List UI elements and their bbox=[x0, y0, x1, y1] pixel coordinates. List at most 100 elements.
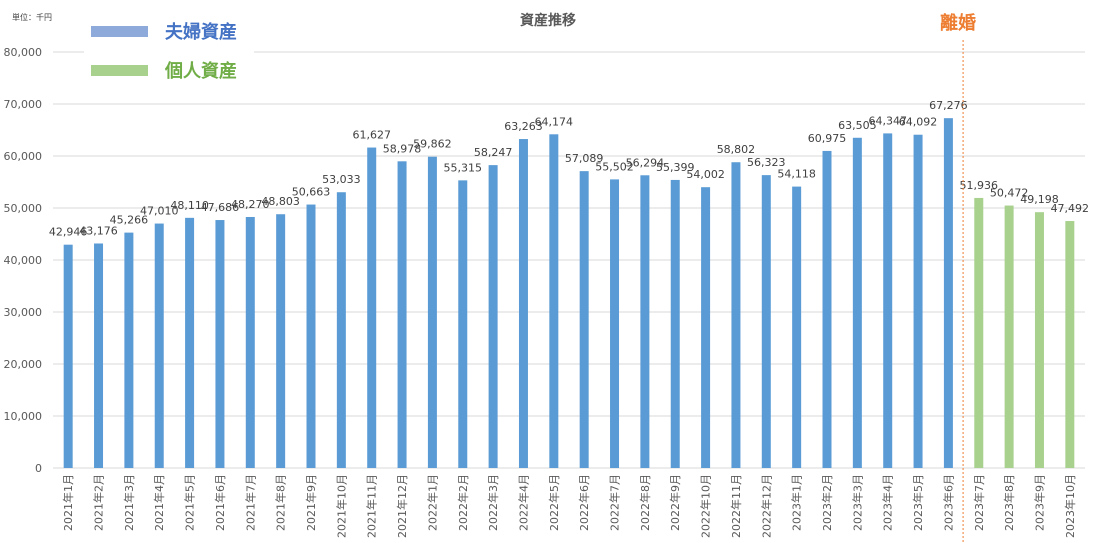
bar bbox=[276, 214, 286, 468]
chart-title-text: 資産推移 bbox=[520, 13, 576, 29]
x-tick-label: 2021年5月 bbox=[183, 474, 197, 531]
y-tick-label: 20,000 bbox=[4, 358, 43, 371]
data-label: 50,472 bbox=[990, 187, 1029, 200]
bar bbox=[458, 180, 468, 468]
data-label: 56,294 bbox=[626, 156, 665, 169]
x-tick-label: 2022年10月 bbox=[699, 474, 713, 538]
x-tick-label: 2022年1月 bbox=[425, 474, 439, 531]
legend-label-couple: 夫婦資産 bbox=[165, 22, 237, 43]
bar bbox=[1034, 212, 1044, 468]
legend-item-couple: 夫婦資産 bbox=[91, 18, 237, 44]
data-label: 57,089 bbox=[565, 152, 604, 165]
x-tick-label: 2021年2月 bbox=[92, 474, 106, 531]
data-label: 54,118 bbox=[777, 168, 816, 181]
chart-title: 資産推移 bbox=[0, 10, 1096, 30]
x-tick-label: 2022年2月 bbox=[456, 474, 470, 531]
x-tick-label: 2023年10月 bbox=[1063, 474, 1077, 538]
data-label: 64,092 bbox=[899, 116, 938, 129]
y-tick-label: 10,000 bbox=[4, 410, 43, 423]
legend: 夫婦資産 個人資産 bbox=[84, 14, 254, 84]
x-tick-label: 2022年11月 bbox=[729, 474, 743, 538]
data-label: 48,270 bbox=[231, 198, 270, 211]
data-label: 49,198 bbox=[1020, 193, 1059, 206]
bar bbox=[336, 192, 346, 468]
x-tick-label: 2022年7月 bbox=[608, 474, 622, 531]
bar bbox=[154, 223, 164, 468]
x-tick-label: 2021年4月 bbox=[152, 474, 166, 531]
bar bbox=[640, 175, 650, 469]
data-label: 55,502 bbox=[595, 160, 634, 173]
bar bbox=[883, 133, 893, 468]
data-label: 63,263 bbox=[504, 120, 543, 133]
bar bbox=[943, 118, 953, 469]
bar bbox=[852, 137, 862, 469]
x-tick-label: 2021年8月 bbox=[274, 474, 288, 531]
legend-swatch-couple bbox=[91, 25, 148, 37]
bar bbox=[1065, 221, 1075, 468]
x-tick-label: 2023年6月 bbox=[941, 474, 955, 531]
y-tick-label: 80,000 bbox=[4, 46, 43, 59]
x-tick-label: 2023年8月 bbox=[1002, 474, 1016, 531]
x-tick-label: 2022年5月 bbox=[547, 474, 561, 531]
data-label: 58,247 bbox=[474, 146, 513, 159]
bar bbox=[549, 134, 559, 468]
x-tick-label: 2023年4月 bbox=[881, 474, 895, 531]
x-tick-label: 2023年5月 bbox=[911, 474, 925, 531]
y-tick-label: 60,000 bbox=[4, 150, 43, 163]
x-tick-label: 2022年12月 bbox=[759, 474, 773, 538]
x-tick-label: 2023年3月 bbox=[850, 474, 864, 531]
data-label: 67,276 bbox=[929, 99, 968, 112]
bar bbox=[610, 179, 620, 469]
data-label: 45,266 bbox=[110, 214, 149, 227]
bar bbox=[974, 197, 984, 468]
data-label: 58,978 bbox=[383, 142, 422, 155]
y-tick-label: 50,000 bbox=[4, 202, 43, 215]
bar bbox=[1004, 205, 1014, 468]
data-label: 58,802 bbox=[717, 143, 756, 156]
x-tick-label: 2021年3月 bbox=[122, 474, 136, 531]
bar bbox=[397, 161, 407, 469]
bar bbox=[670, 179, 680, 468]
data-label: 43,176 bbox=[79, 224, 118, 237]
unit-label: 単位：千円 bbox=[12, 13, 52, 22]
data-label: 55,315 bbox=[444, 161, 483, 174]
bar bbox=[792, 186, 802, 468]
x-tick-label: 2021年1月 bbox=[61, 474, 75, 531]
y-tick-label: 30,000 bbox=[4, 306, 43, 319]
bar bbox=[63, 244, 73, 468]
x-tick-label: 2023年7月 bbox=[972, 474, 986, 531]
y-tick-label: 0 bbox=[35, 462, 42, 475]
bar bbox=[579, 171, 589, 468]
bar bbox=[822, 150, 832, 468]
divorce-annotation-label: 離婚 bbox=[940, 13, 976, 34]
data-label: 51,936 bbox=[960, 179, 999, 192]
bar bbox=[913, 134, 923, 468]
bar bbox=[124, 232, 134, 468]
legend-swatch-individual bbox=[91, 64, 148, 76]
bar bbox=[701, 187, 711, 468]
legend-label-individual: 個人資産 bbox=[165, 61, 237, 82]
legend-item-individual: 個人資産 bbox=[91, 57, 237, 83]
x-tick-label: 2022年3月 bbox=[486, 474, 500, 531]
x-tick-label: 2023年9月 bbox=[1032, 474, 1046, 531]
y-tick-label: 70,000 bbox=[4, 98, 43, 111]
data-label: 60,975 bbox=[808, 132, 847, 145]
data-label: 47,010 bbox=[140, 205, 179, 218]
bar bbox=[488, 165, 498, 468]
data-label: 53,033 bbox=[322, 173, 361, 186]
data-label: 64,174 bbox=[535, 115, 574, 128]
data-label: 56,323 bbox=[747, 156, 786, 169]
data-label: 54,002 bbox=[686, 168, 725, 181]
bar bbox=[427, 156, 437, 469]
x-tick-label: 2022年8月 bbox=[638, 474, 652, 531]
bar bbox=[731, 162, 741, 468]
bar bbox=[518, 139, 528, 468]
x-tick-label: 2023年2月 bbox=[820, 474, 834, 531]
y-tick-label: 40,000 bbox=[4, 254, 43, 267]
bar bbox=[94, 243, 104, 468]
x-tick-label: 2021年12月 bbox=[395, 474, 409, 538]
data-label: 64,347 bbox=[868, 114, 907, 127]
x-tick-label: 2021年10月 bbox=[334, 474, 348, 538]
data-label: 47,492 bbox=[1051, 202, 1090, 215]
x-tick-label: 2022年6月 bbox=[577, 474, 591, 531]
